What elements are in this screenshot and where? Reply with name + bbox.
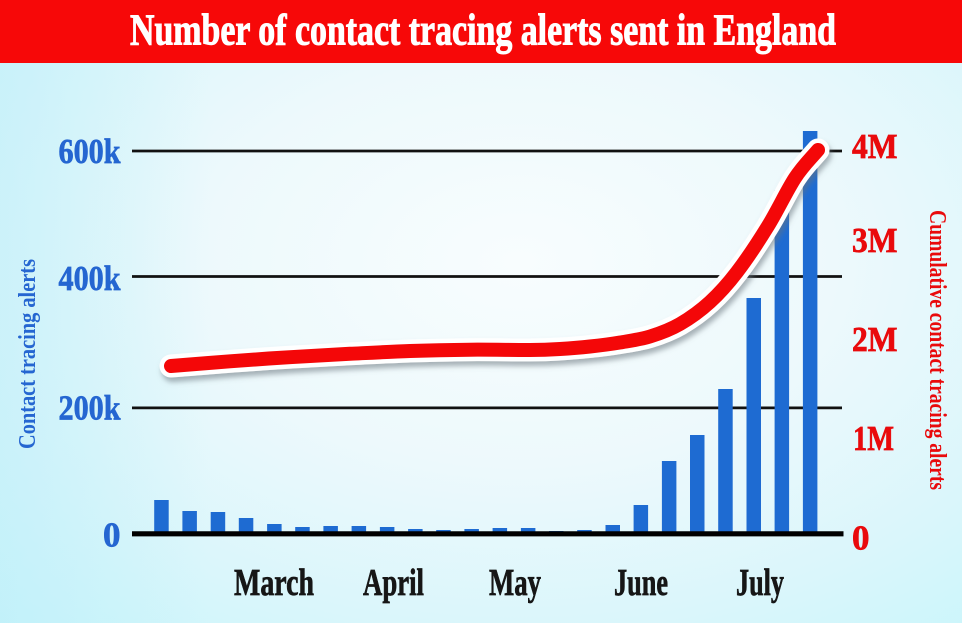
- svg-text:May: May: [489, 562, 541, 604]
- svg-text:400k: 400k: [59, 259, 121, 298]
- svg-text:March: March: [234, 562, 314, 604]
- svg-text:July: July: [736, 562, 784, 604]
- svg-text:Contact tracing alerts: Contact tracing alerts: [15, 259, 41, 449]
- svg-text:2M: 2M: [852, 320, 898, 359]
- svg-text:Cumulative contact tracing ale: Cumulative contact tracing alerts: [924, 210, 950, 490]
- svg-text:0: 0: [852, 519, 870, 558]
- svg-text:3M: 3M: [852, 221, 898, 260]
- svg-text:0: 0: [103, 516, 121, 555]
- svg-text:200k: 200k: [59, 389, 121, 428]
- svg-text:Number of contact tracing aler: Number of contact tracing alerts sent in…: [130, 6, 836, 55]
- svg-text:1M: 1M: [853, 419, 894, 458]
- svg-text:April: April: [363, 562, 424, 604]
- svg-text:June: June: [614, 562, 668, 604]
- svg-text:600k: 600k: [59, 132, 121, 171]
- svg-text:4M: 4M: [852, 127, 898, 166]
